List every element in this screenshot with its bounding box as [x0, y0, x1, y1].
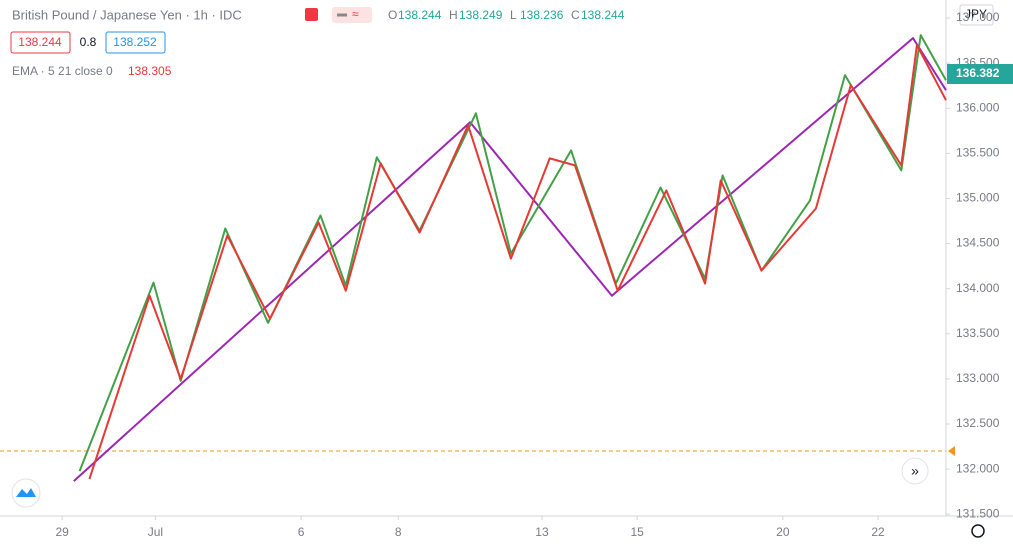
x-tick-label: Jul	[148, 525, 163, 539]
last-price: 136.382	[956, 66, 1000, 80]
zigzag-line	[78, 34, 947, 472]
scroll-icon: »	[911, 463, 919, 479]
bid-price: 138.244	[18, 35, 62, 49]
buy-button[interactable]	[105, 31, 166, 54]
x-tick-label: 22	[871, 525, 885, 539]
y-tick-label: 131.500	[956, 506, 1000, 520]
ohlc-value: 138.236	[520, 8, 564, 22]
compare-buttons[interactable]	[332, 7, 372, 23]
currency: JPY	[965, 7, 987, 21]
x-tick-label: 29	[55, 525, 69, 539]
ohlc-label: L	[510, 8, 517, 22]
y-tick-label: 133.500	[956, 326, 1000, 340]
currency-box[interactable]	[959, 4, 994, 26]
zigzag-line	[88, 44, 947, 480]
y-tick-label: 133.000	[956, 371, 1000, 385]
ohlc-label: O	[388, 8, 397, 22]
sell-button[interactable]	[10, 31, 71, 54]
ask-price: 138.252	[113, 35, 157, 49]
y-tick-label: 137.000	[956, 10, 1000, 24]
icon: ≈	[352, 7, 359, 21]
x-tick-label: 13	[535, 525, 549, 539]
settings-icon[interactable]	[971, 524, 985, 538]
indicator-value: 138.305	[128, 64, 172, 78]
logo-icon	[16, 488, 36, 497]
last-price-tag	[947, 64, 1013, 84]
y-tick-label: 136.000	[956, 100, 1000, 114]
ohlc-value: 138.244	[398, 8, 442, 22]
reference-marker	[948, 446, 955, 457]
y-tick-label: 135.000	[956, 191, 1000, 205]
indicator-name: EMA · 5 21 close 0	[12, 64, 113, 78]
y-tick-label: 134.500	[956, 236, 1000, 250]
y-tick-label: 134.000	[956, 281, 1000, 295]
ohlc-value: 138.249	[459, 8, 503, 22]
x-tick-label: 15	[630, 525, 644, 539]
ohlc-label: C	[571, 8, 580, 22]
y-tick-label: 135.500	[956, 146, 1000, 160]
ohlc-value: 138.244	[581, 8, 625, 22]
flag-icon[interactable]	[305, 8, 318, 21]
zigzag-line	[73, 37, 947, 482]
scroll-button[interactable]	[901, 457, 929, 485]
spread: 0.8	[80, 35, 97, 49]
y-tick-label: 132.000	[956, 461, 1000, 475]
ohlc-label: H	[449, 8, 458, 22]
chart-title: British Pound / Japanese Yen · 1h · IDC	[12, 7, 242, 22]
x-tick-label: 6	[298, 525, 305, 539]
x-tick-label: 8	[395, 525, 402, 539]
x-tick-label: 20	[776, 525, 790, 539]
y-tick-label: 132.500	[956, 416, 1000, 430]
